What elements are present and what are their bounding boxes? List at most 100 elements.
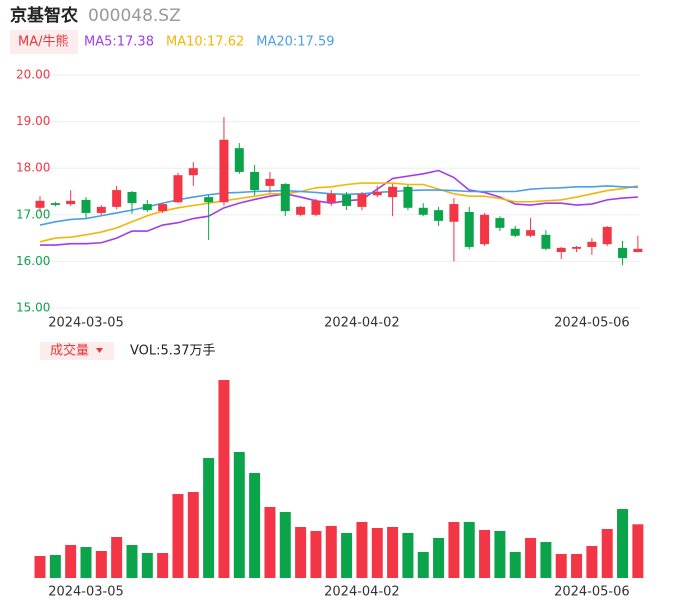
candle-body [96,206,106,213]
legend-title-bg [10,30,78,54]
candle-body [602,226,612,245]
candle-body [66,200,76,205]
candle-body [265,178,275,186]
candle-body [434,210,444,221]
volume-bar [463,522,475,578]
volume-bar [509,552,521,578]
volume-bar [479,530,491,578]
volume-bar [494,531,506,578]
x-tick-label: 2024-04-02 [324,585,400,600]
candle-body [510,228,520,236]
candle-body [234,148,244,172]
volume-bar [356,522,368,578]
legend-entry: MA5:17.38 [84,35,154,50]
candle-body [35,200,45,208]
x-tick-label: 2024-05-06 [554,316,630,331]
volume-bar [126,545,138,578]
candle-body [158,204,168,212]
volume-bar [341,533,353,578]
volume-bar [264,507,276,578]
volume-bar [540,542,552,578]
candle-body [127,191,137,204]
candle-body [250,171,260,191]
dropdown-icon [96,348,103,353]
x-tick-label: 2024-05-06 [554,585,630,600]
volume-bar [157,553,169,578]
candle-body [342,194,352,206]
candle-body [526,230,536,236]
legend-entry: MA20:17.59 [256,35,334,50]
candle-body [326,193,336,203]
volume-bar [632,524,644,578]
volume-bar [65,545,77,578]
candle-body [173,175,183,203]
candle-body [388,186,398,198]
candle-body [587,241,597,247]
candle-body [572,246,582,249]
volume-label: 成交量 [50,343,89,359]
candle-body [480,214,490,245]
stock-name: 京基智农 [10,5,78,26]
candle-body [188,168,198,176]
candle-body [296,206,306,215]
volume-bar [279,512,291,578]
candle-body [372,191,382,196]
candle-body [142,204,152,211]
candle-body [633,248,643,253]
volume-bar [448,522,460,578]
candle-body [556,247,566,253]
volume-bar [433,538,445,578]
volume-bar [172,494,184,578]
volume-bar [555,554,567,578]
y-tick-label: 19.00 [16,114,50,128]
candle-body [311,200,321,215]
volume-bar [325,526,337,578]
x-tick-label: 2024-03-05 [48,316,124,331]
candle-body [464,212,474,247]
candle-body [50,203,60,206]
volume-bar [95,551,107,578]
x-tick-label: 2024-04-02 [324,316,400,331]
candle-body [81,199,91,213]
volume-bar [249,473,261,578]
volume-bar [571,554,583,578]
volume-bar [387,527,399,578]
candle-body [418,207,428,215]
volume-value: VOL:5.37万手 [130,344,215,359]
candle-body [357,193,367,207]
ma-line [39,185,638,226]
candle-body [112,190,122,207]
volume-bar [49,555,61,578]
candle-body [403,186,413,208]
y-tick-label: 20.00 [16,68,50,82]
volume-bar [586,546,598,578]
volume-bar [233,452,245,578]
legend-entry: MA10:17.62 [166,35,244,50]
candle-body [449,204,459,222]
volume-bar [34,556,46,578]
candle-body [495,218,505,228]
volume-bar [617,509,629,578]
y-tick-label: 17.00 [16,207,50,221]
legend-title: MA/牛熊 [18,34,69,50]
candle-body [541,234,551,249]
y-tick-label: 18.00 [16,161,50,175]
x-tick-label: 2024-03-05 [48,585,124,600]
volume-bar [417,552,429,578]
volume-bar [295,527,307,578]
volume-bar [402,533,414,578]
candle-body [204,197,214,203]
ma-line [40,169,638,246]
volume-bar [601,529,613,578]
volume-bar [111,537,123,578]
volume-bar [203,458,215,578]
volume-label-bg [40,342,114,360]
volume-bar [371,528,383,578]
stock-code: 000048.SZ [88,6,181,26]
volume-bar [141,553,153,578]
volume-bar [218,380,230,578]
y-tick-label: 16.00 [16,254,50,268]
ma-line [39,182,639,243]
volume-bar [80,547,92,578]
